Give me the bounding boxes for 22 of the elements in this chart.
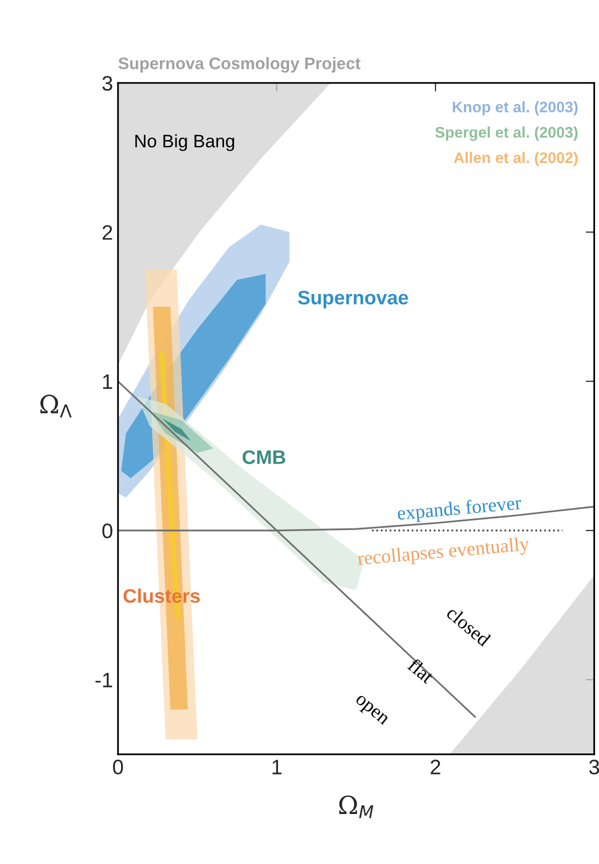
y-tick-label: 1 bbox=[103, 374, 112, 389]
x-tick-label: 2 bbox=[430, 760, 440, 774]
annotation: Spergel et al. (2003) bbox=[435, 126, 578, 141]
y-axis-title: Ω$_{Λ}$ bbox=[40, 394, 72, 418]
y-tick-label: 0 bbox=[102, 523, 112, 538]
annotation: flat bbox=[407, 657, 436, 684]
y-tick-label: -1 bbox=[96, 672, 112, 688]
annotation: CMB bbox=[242, 450, 286, 464]
annotation: open bbox=[352, 694, 390, 728]
x-tick-label: 1 bbox=[272, 760, 282, 774]
chart-title: Supernova Cosmology Project bbox=[118, 57, 360, 73]
annotation: Knop et al. (2003) bbox=[452, 101, 578, 116]
x-tick-label: 0 bbox=[113, 760, 123, 774]
annotation: expands forever bbox=[397, 495, 522, 524]
y-tick-label: 3 bbox=[102, 76, 112, 91]
x-axis-title: Ω$_{M}$ bbox=[339, 795, 374, 818]
annotation: Supernovae bbox=[298, 290, 408, 308]
y-tick-label: 2 bbox=[102, 225, 112, 240]
annotation: Allen et al. (2002) bbox=[454, 152, 578, 166]
annotation: No Big Bang bbox=[135, 134, 234, 152]
annotation: recollapses eventually bbox=[357, 536, 530, 570]
x-tick-label: 3 bbox=[589, 760, 599, 774]
